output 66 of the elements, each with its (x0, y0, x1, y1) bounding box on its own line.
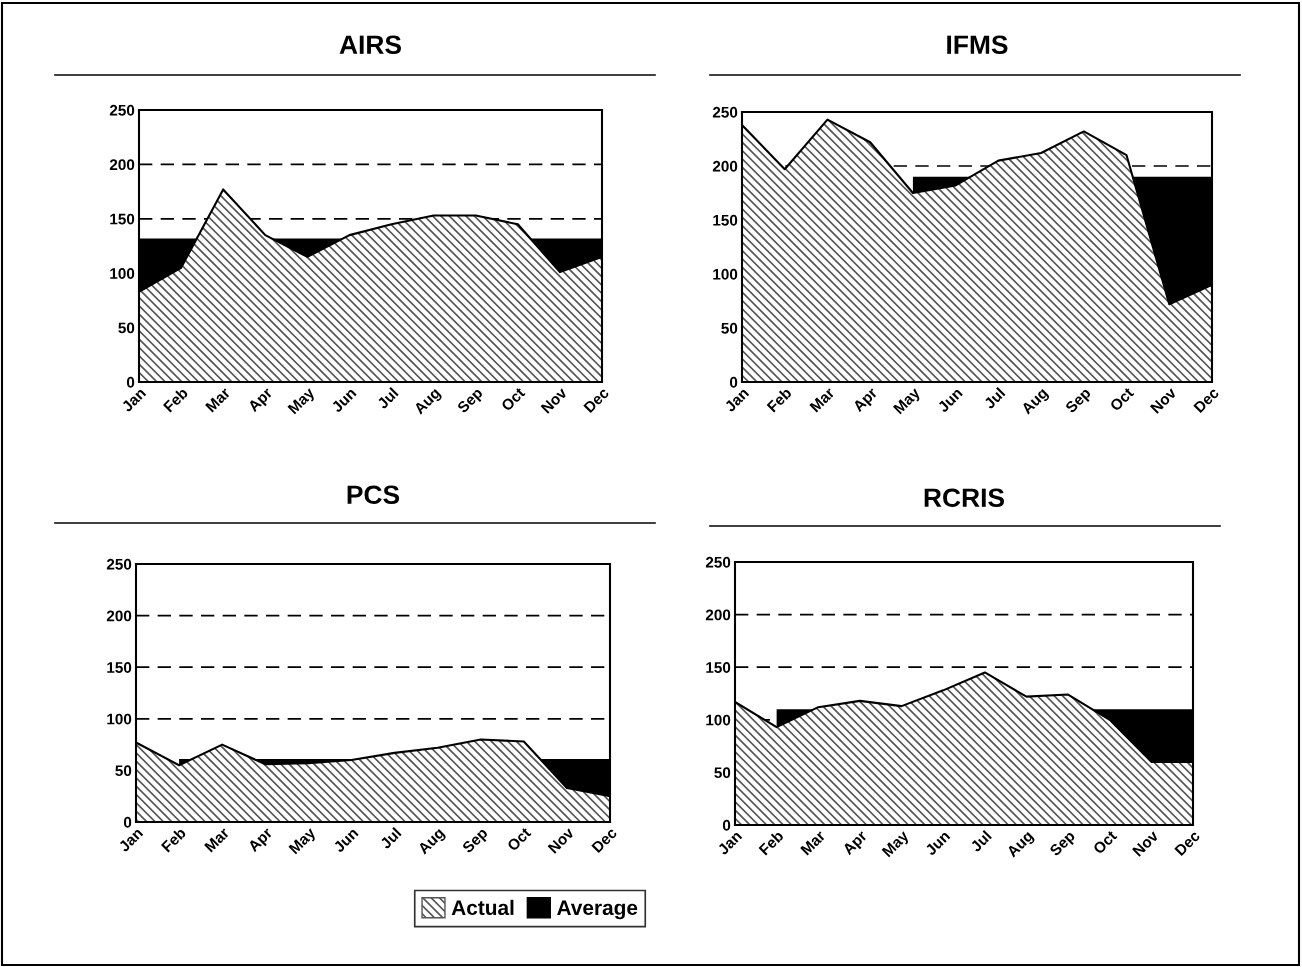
y-tick-label: 150 (706, 662, 731, 673)
x-tick-label: Jul (379, 826, 402, 850)
y-tick-label: 0 (729, 376, 738, 388)
x-tick-label: Feb (758, 829, 785, 856)
x-tick-label: Mar (800, 829, 827, 856)
y-tick-label: 0 (123, 816, 132, 828)
x-tick-label: Oct (500, 386, 526, 412)
chart-title: AIRS (339, 35, 401, 55)
legend-label: Average (557, 900, 638, 920)
x-tick-label: Oct (1092, 829, 1118, 855)
x-tick-label: Jun (332, 827, 359, 854)
y-tick-label: 200 (106, 610, 132, 622)
x-tick-label: Jun (924, 830, 951, 857)
x-tick-label: Mar (205, 386, 231, 413)
x-tick-label: Jul (982, 386, 1006, 410)
y-tick-label: 250 (106, 558, 132, 570)
x-tick-label: Sep (456, 386, 486, 416)
x-tick-label: Dec (1193, 386, 1220, 414)
y-tick-label: 50 (721, 322, 738, 334)
x-tick-label: Apr (247, 386, 276, 415)
chart-title: PCS (347, 485, 400, 505)
x-tick-label: Sep (461, 826, 491, 856)
x-tick-label: Mar (204, 826, 230, 853)
x-tick-label: Mar (809, 386, 836, 413)
y-tick-label: 50 (118, 322, 135, 334)
y-tick-label: 100 (107, 713, 132, 725)
y-tick-label: 250 (109, 104, 135, 116)
x-tick-label: Apr (852, 386, 881, 415)
x-tick-label: Jun (936, 387, 963, 414)
x-tick-label: Feb (162, 386, 189, 413)
x-tick-label: Oct (506, 826, 532, 852)
x-tick-label: Jan (716, 830, 743, 856)
y-tick-label: 250 (705, 556, 731, 568)
x-tick-label: Apr (247, 826, 276, 855)
chart-title: RCRIS (924, 488, 1005, 508)
x-tick-label: Oct (1109, 386, 1135, 412)
x-tick-label: Jan (120, 387, 147, 413)
x-tick-label: Dec (583, 386, 610, 414)
x-tick-label: Feb (160, 826, 187, 853)
x-tick-label: Jul (376, 386, 399, 410)
x-tick-label: Dec (591, 826, 618, 854)
legend-label: Actual (451, 899, 514, 916)
x-tick-label: Jun (330, 387, 357, 414)
x-tick-label: Sep (1064, 386, 1094, 416)
y-tick-label: 150 (110, 213, 135, 225)
x-tick-label: Feb (766, 386, 793, 413)
x-tick-label: Jan (117, 827, 144, 853)
y-tick-label: 200 (705, 609, 731, 621)
chart-title: IFMS (947, 35, 1008, 55)
y-tick-label: 200 (109, 159, 135, 171)
y-tick-label: 0 (722, 819, 731, 831)
y-tick-label: 150 (107, 662, 132, 673)
y-tick-label: 50 (115, 765, 132, 777)
x-tick-label: Jul (969, 829, 992, 853)
y-tick-label: 100 (110, 268, 135, 279)
y-tick-label: 250 (712, 106, 738, 118)
y-tick-label: 50 (714, 767, 731, 779)
x-tick-label: Dec (1174, 829, 1201, 857)
x-tick-label: Apr (841, 829, 870, 858)
y-tick-label: 100 (706, 714, 731, 726)
y-tick-label: 200 (712, 160, 738, 172)
x-tick-label: Sep (1048, 829, 1078, 859)
x-tick-label: Jan (723, 387, 750, 413)
y-tick-label: 100 (713, 268, 738, 280)
y-tick-label: 0 (126, 376, 135, 388)
y-tick-label: 150 (713, 214, 738, 226)
